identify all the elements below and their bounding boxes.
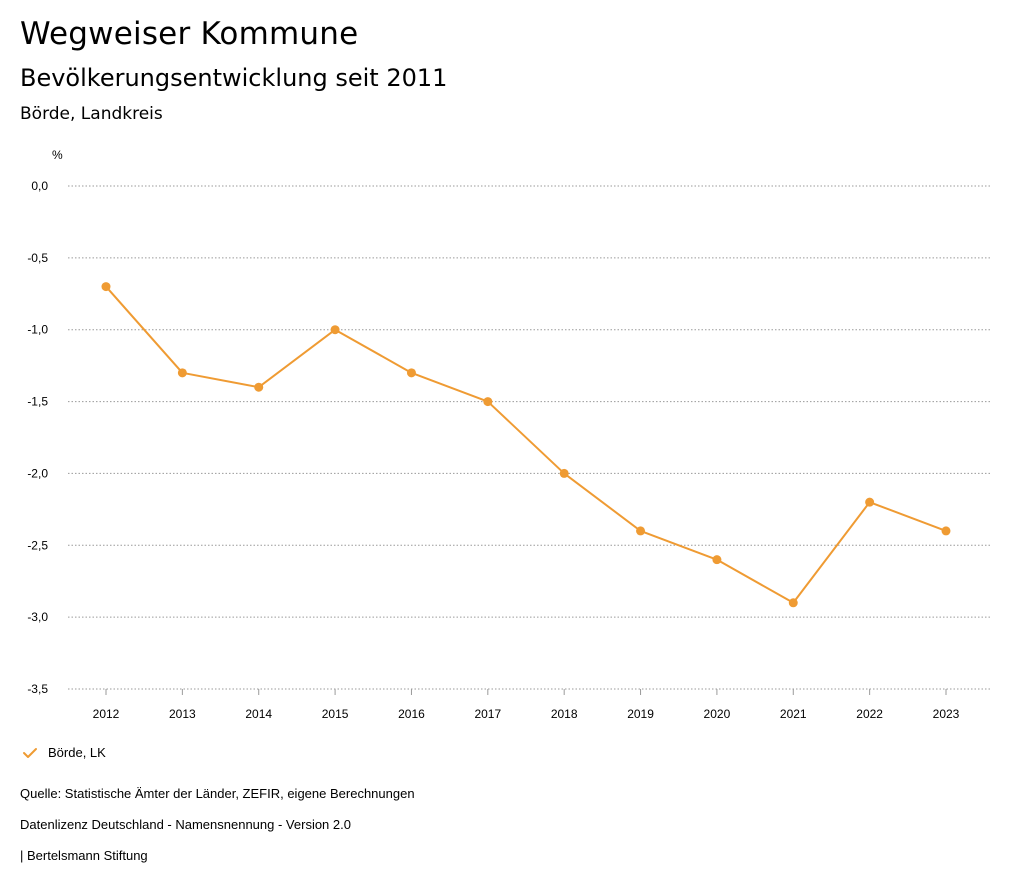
- data-point[interactable]: [941, 526, 951, 536]
- x-tick-label: 2015: [322, 707, 349, 721]
- series-line: [105, 285, 947, 604]
- series-layer: [101, 282, 951, 608]
- data-point[interactable]: [177, 368, 187, 378]
- data-point[interactable]: [559, 468, 569, 478]
- data-point[interactable]: [483, 397, 493, 407]
- x-tick-label: 2016: [398, 707, 425, 721]
- line-chart: % 0,0-0,5-1,0-1,5-2,0-2,5-3,0-3,5 2012 20…: [27, 148, 990, 721]
- legend[interactable]: Börde, LK: [22, 745, 106, 760]
- y-tick-label: -1,5: [27, 395, 48, 409]
- x-tick-label: 2021: [780, 707, 807, 721]
- x-axis-ticks: 2012 2013 2014 2015 2016 2017 2018 2019 2020 2021…: [93, 689, 960, 721]
- legend-label: Börde, LK: [48, 745, 106, 760]
- data-point[interactable]: [101, 282, 111, 292]
- data-point[interactable]: [636, 526, 646, 536]
- x-tick-label: 2012: [93, 707, 120, 721]
- y-axis-ticks: 0,0 -0,5 -1,0 -1,5 -2,0 -2,5 -3,0 -3,5: [27, 179, 48, 696]
- y-tick-label: -2,0: [27, 466, 48, 480]
- x-tick-label: 2023: [933, 707, 960, 721]
- y-tick-label: -3,0: [27, 610, 48, 624]
- check-icon: [23, 747, 37, 758]
- data-point[interactable]: [254, 382, 264, 392]
- x-tick-label: 2018: [551, 707, 578, 721]
- y-axis-unit-label: %: [52, 148, 63, 162]
- x-tick-label: 2020: [704, 707, 731, 721]
- gridlines: [68, 185, 990, 690]
- y-tick-label: -0,5: [27, 251, 48, 265]
- x-tick-label: 2022: [856, 707, 883, 721]
- data-point[interactable]: [712, 555, 722, 565]
- source-note: Quelle: Statistische Ämter der Länder, Z…: [20, 786, 415, 801]
- y-tick-label: -1,0: [27, 323, 48, 337]
- publisher-note: | Bertelsmann Stiftung: [20, 848, 148, 863]
- x-tick-label: 2017: [474, 707, 501, 721]
- y-tick-label: 0,0: [31, 179, 48, 193]
- x-tick-label: 2014: [245, 707, 272, 721]
- data-point[interactable]: [330, 325, 340, 335]
- region-label: Börde, Landkreis: [20, 104, 163, 124]
- license-note: Datenlizenz Deutschland - Namensnennung …: [20, 817, 351, 832]
- chart-subtitle: Bevölkerungsentwicklung seit 2011: [20, 64, 448, 92]
- y-tick-label: -2,5: [27, 538, 48, 552]
- data-point[interactable]: [788, 598, 798, 608]
- data-point[interactable]: [406, 368, 416, 378]
- x-tick-label: 2019: [627, 707, 654, 721]
- y-tick-label: -3,5: [27, 682, 48, 696]
- data-point[interactable]: [865, 497, 875, 507]
- x-tick-label: 2013: [169, 707, 196, 721]
- page-title: Wegweiser Kommune: [20, 16, 359, 52]
